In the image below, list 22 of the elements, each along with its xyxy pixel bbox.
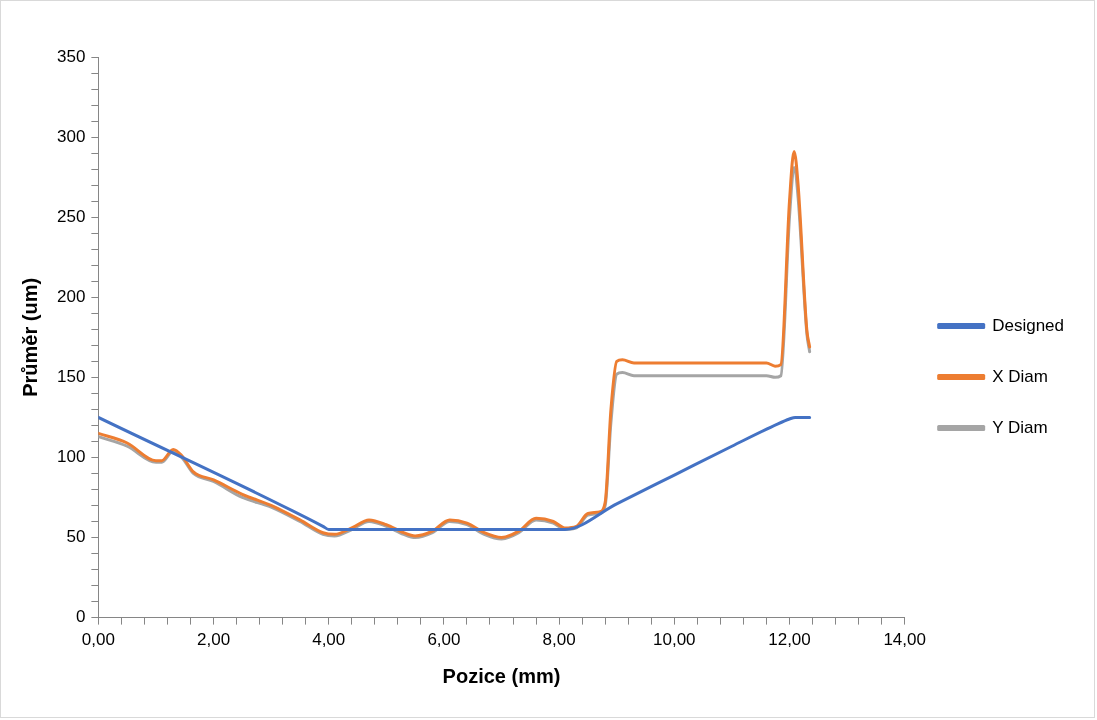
x-tick-label: 12,00 [768, 630, 811, 650]
y-tick-label: 50 [66, 527, 86, 547]
y-tick-label: 100 [56, 447, 86, 467]
legend-label: Designed [992, 315, 1064, 335]
x-tick-label: 6,00 [427, 630, 461, 650]
y-axis-title: Průměr (um) [18, 277, 41, 397]
y-tick-label: 0 [75, 607, 86, 627]
y-tick-label: 150 [56, 367, 86, 387]
x-tick-label: 2,00 [197, 630, 231, 650]
legend-label: X Diam [992, 366, 1048, 386]
y-tick-label: 300 [56, 126, 86, 146]
x-tick-label: 10,00 [653, 630, 696, 650]
y-tick-label: 350 [56, 46, 86, 66]
y-tick-label: 250 [56, 206, 86, 226]
x-tick-label: 0,00 [81, 630, 115, 650]
x-axis-title: Pozice (mm) [442, 664, 561, 687]
x-tick-label: 14,00 [883, 630, 926, 650]
x-tick-label: 8,00 [542, 630, 576, 650]
y-tick-label: 200 [56, 286, 86, 306]
legend-label: Y Diam [992, 417, 1048, 437]
line-series [98, 415, 812, 532]
x-tick-label: 4,00 [312, 630, 346, 650]
